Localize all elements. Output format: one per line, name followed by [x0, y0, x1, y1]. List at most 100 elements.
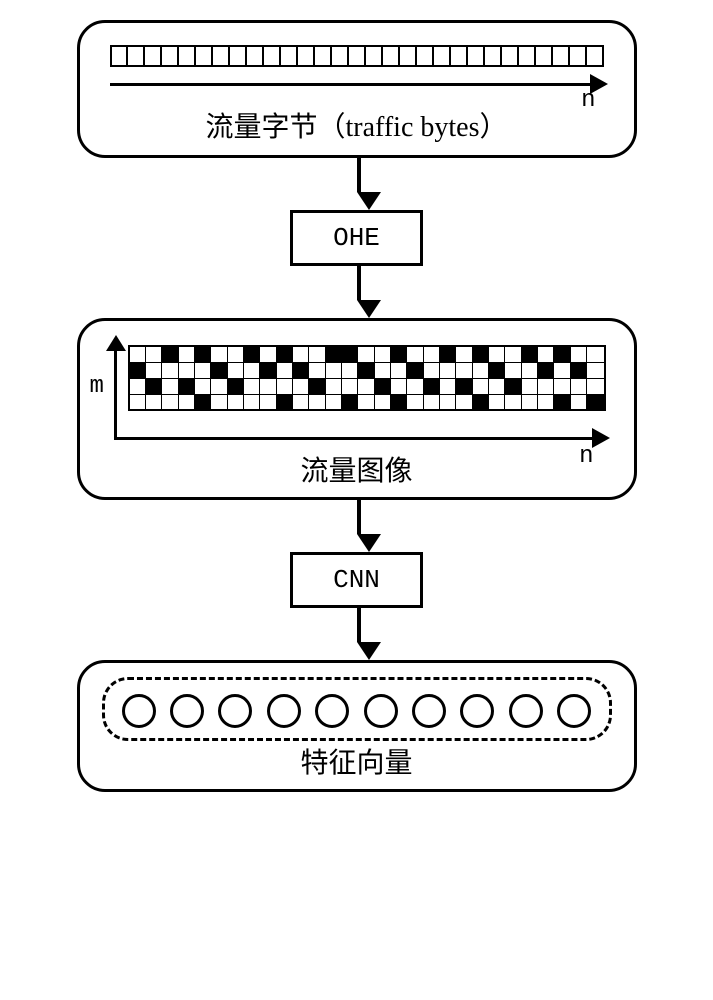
grid-cell	[456, 395, 472, 411]
arrow-head-icon	[357, 534, 381, 552]
grid-cell	[179, 395, 195, 411]
grid-cell	[179, 379, 195, 395]
grid-cell	[538, 379, 554, 395]
grid-cell	[146, 347, 162, 363]
grid-cell	[391, 347, 407, 363]
grid-cell	[260, 395, 276, 411]
grid-cell	[326, 395, 342, 411]
grid-cell	[179, 347, 195, 363]
byte-cell	[196, 47, 213, 65]
byte-cell	[298, 47, 315, 65]
grid-cell	[228, 347, 244, 363]
grid-cell	[342, 379, 358, 395]
grid-cell	[130, 347, 146, 363]
byte-cell	[213, 47, 230, 65]
grid-cell	[293, 379, 309, 395]
grid-cell	[293, 363, 309, 379]
byte-cell	[570, 47, 587, 65]
grid-cell	[505, 379, 521, 395]
grid-cell	[505, 347, 521, 363]
feature-circle	[267, 694, 301, 728]
grid-cell	[522, 379, 538, 395]
grid-cell	[587, 347, 603, 363]
grid-cell	[130, 363, 146, 379]
grid-cell	[146, 395, 162, 411]
grid-cell	[489, 347, 505, 363]
grid-cell	[293, 395, 309, 411]
byte-cell	[519, 47, 536, 65]
grid-cell	[489, 395, 505, 411]
byte-cell	[230, 47, 247, 65]
arrow-shaft	[357, 158, 361, 192]
grid-cell	[505, 363, 521, 379]
feature-circle	[509, 694, 543, 728]
grid-cell	[391, 395, 407, 411]
grid-cell	[260, 379, 276, 395]
grid-cell	[554, 347, 570, 363]
feature-vector-box	[102, 677, 612, 741]
grid-cell	[522, 347, 538, 363]
panel1-caption: 流量字节（traffic bytes）	[80, 105, 634, 145]
grid-cell	[440, 347, 456, 363]
grid-cell	[309, 347, 325, 363]
feature-circle	[315, 694, 349, 728]
grid-cell	[211, 363, 227, 379]
grid-cell	[211, 395, 227, 411]
arrow-shaft	[357, 500, 361, 534]
grid-cell	[424, 395, 440, 411]
grid-cell	[195, 347, 211, 363]
grid-cell	[162, 395, 178, 411]
grid-cell	[407, 379, 423, 395]
grid-cell	[571, 395, 587, 411]
byte-cell	[315, 47, 332, 65]
grid-cell	[358, 347, 374, 363]
grid-cell	[358, 395, 374, 411]
grid-cell	[538, 347, 554, 363]
panel2-caption: 流量图像	[80, 449, 634, 489]
grid-cell	[195, 395, 211, 411]
diagram-container: n 流量字节（traffic bytes） OHE m n 流量图像	[77, 20, 637, 792]
grid-cell	[587, 379, 603, 395]
grid-cell	[554, 379, 570, 395]
image-grid	[128, 345, 606, 411]
feature-circle	[557, 694, 591, 728]
grid-cell	[195, 379, 211, 395]
grid-cell	[424, 379, 440, 395]
ohe-label: OHE	[333, 223, 380, 253]
grid-cell	[538, 363, 554, 379]
byte-cell	[553, 47, 570, 65]
grid-cell	[130, 379, 146, 395]
byte-cell	[468, 47, 485, 65]
grid-cell	[228, 395, 244, 411]
grid-cell	[277, 395, 293, 411]
grid-cell	[342, 395, 358, 411]
grid-cell	[260, 347, 276, 363]
panel-traffic-image: m n 流量图像	[77, 318, 637, 500]
grid-cell	[326, 347, 342, 363]
grid-cell	[473, 379, 489, 395]
grid-cell	[228, 363, 244, 379]
feature-circle	[218, 694, 252, 728]
grid-cell	[293, 347, 309, 363]
grid-cell	[130, 395, 146, 411]
grid-cell	[162, 379, 178, 395]
byte-cell	[502, 47, 519, 65]
byte-cell	[281, 47, 298, 65]
grid-cell	[277, 379, 293, 395]
grid-cell	[424, 363, 440, 379]
byte-cell	[383, 47, 400, 65]
grid-cell	[162, 347, 178, 363]
grid-cell	[587, 363, 603, 379]
arrow-shaft	[357, 266, 361, 300]
ohe-box: OHE	[290, 210, 423, 266]
grid-cell	[211, 379, 227, 395]
grid-cell	[375, 379, 391, 395]
grid-cell	[309, 363, 325, 379]
byte-cell	[332, 47, 349, 65]
panel3-caption: 特征向量	[80, 741, 634, 781]
grid-cell	[505, 395, 521, 411]
byte-cell	[128, 47, 145, 65]
grid-cell	[522, 363, 538, 379]
grid-cell	[571, 379, 587, 395]
arrow-head-icon	[106, 335, 126, 351]
